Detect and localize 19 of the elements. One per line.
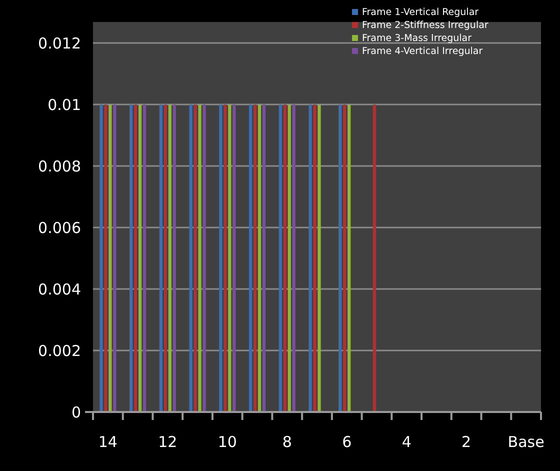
- x-tick-label: 14: [98, 433, 118, 451]
- x-tick-label: 8: [282, 433, 292, 451]
- y-tick-label: 0.002: [38, 342, 81, 360]
- x-tick-label: Base: [508, 433, 544, 451]
- y-tick-label: 0.004: [38, 280, 81, 298]
- x-tick-label: 10: [218, 433, 237, 451]
- x-tick-label: 2: [462, 433, 472, 451]
- y-tick-label: 0.008: [38, 157, 81, 176]
- y-tick-label: 0.01: [48, 96, 81, 114]
- x-tick-label: 12: [158, 433, 178, 451]
- y-tick-label: 0.012: [38, 34, 81, 52]
- legend-label: Frame 3-Mass Irregular: [362, 33, 472, 44]
- x-tick-label: 4: [402, 433, 412, 451]
- y-tick-label: 0.006: [38, 218, 81, 237]
- legend-label: Frame 2-Stiffness Irregular: [362, 20, 488, 31]
- legend-label: Frame 4-Vertical Irregular: [362, 46, 483, 57]
- y-tick-label: 0: [71, 403, 81, 422]
- legend-label: Frame 1-Vertical Regular: [362, 7, 479, 18]
- x-tick-label: 6: [342, 433, 352, 451]
